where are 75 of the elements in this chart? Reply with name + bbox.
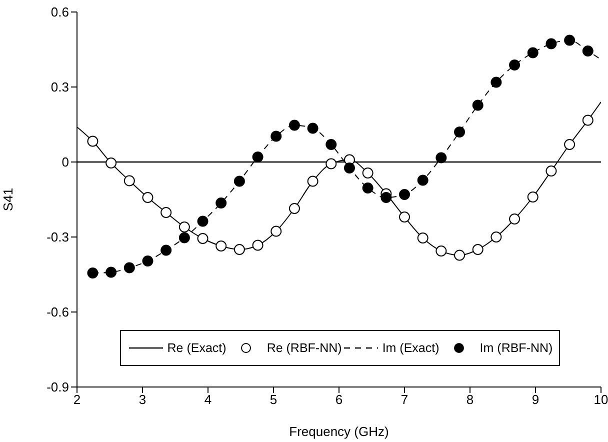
x-tick-label: 7 bbox=[400, 392, 408, 408]
point bbox=[564, 139, 576, 150]
point bbox=[454, 126, 466, 138]
point bbox=[160, 207, 172, 218]
point bbox=[178, 222, 190, 232]
y-tick-label: -0.6 bbox=[46, 304, 69, 320]
y-tick-label: 0 bbox=[62, 154, 69, 170]
y-tick-label: -0.9 bbox=[46, 380, 69, 395]
point bbox=[106, 266, 117, 278]
point bbox=[87, 268, 98, 278]
point bbox=[380, 192, 392, 203]
point bbox=[454, 250, 466, 261]
point bbox=[216, 240, 227, 252]
x-axis-title: Frequency (GHz) bbox=[289, 424, 389, 439]
point bbox=[307, 176, 318, 187]
x-tick-label: 9 bbox=[532, 392, 540, 408]
x-tick-label: 8 bbox=[466, 392, 474, 408]
point bbox=[87, 136, 98, 147]
point bbox=[216, 198, 227, 208]
point bbox=[417, 174, 428, 186]
point bbox=[252, 240, 264, 251]
x-tick-label: 10 bbox=[594, 392, 608, 408]
point bbox=[436, 152, 447, 164]
point bbox=[472, 100, 484, 111]
point bbox=[472, 244, 484, 255]
point bbox=[288, 203, 300, 214]
legend-label: Re (RBF-NN) bbox=[266, 341, 342, 355]
point bbox=[546, 38, 557, 50]
point bbox=[178, 232, 190, 244]
point bbox=[436, 246, 447, 256]
x-tick-label: 2 bbox=[73, 392, 81, 408]
point bbox=[234, 244, 245, 255]
y-tick-label: 0.3 bbox=[50, 80, 69, 95]
point bbox=[124, 175, 135, 186]
point bbox=[160, 244, 172, 256]
point bbox=[344, 162, 355, 174]
point bbox=[490, 76, 502, 88]
x-tick-label: 3 bbox=[138, 392, 146, 408]
point bbox=[124, 262, 135, 274]
point bbox=[490, 232, 502, 242]
legend-label: Im (Exact) bbox=[382, 341, 440, 355]
point bbox=[362, 168, 374, 178]
point bbox=[197, 216, 208, 227]
point bbox=[564, 34, 576, 46]
point bbox=[399, 212, 410, 222]
x-tick-label: 5 bbox=[270, 392, 278, 408]
point bbox=[527, 47, 538, 58]
point bbox=[326, 139, 337, 150]
point bbox=[399, 189, 410, 200]
point bbox=[252, 152, 264, 162]
y-axis-title: S41 bbox=[0, 188, 16, 212]
y-tick-label: -0.3 bbox=[46, 230, 69, 245]
point bbox=[106, 158, 117, 168]
point bbox=[142, 192, 154, 203]
point bbox=[307, 122, 318, 134]
point bbox=[142, 256, 154, 266]
point bbox=[288, 120, 300, 131]
point bbox=[326, 158, 337, 170]
point bbox=[582, 114, 594, 126]
point bbox=[509, 214, 520, 224]
legend-label: Im (RBF-NN) bbox=[480, 341, 553, 355]
point bbox=[197, 233, 208, 244]
point bbox=[546, 166, 557, 176]
point bbox=[362, 182, 374, 194]
x-tick-label: 4 bbox=[204, 392, 212, 408]
legend-label: Re (Exact) bbox=[167, 341, 226, 355]
x-tick-label: 6 bbox=[335, 392, 343, 408]
point bbox=[417, 232, 428, 244]
point bbox=[270, 130, 282, 142]
point bbox=[270, 226, 282, 237]
point bbox=[509, 60, 520, 70]
point bbox=[527, 192, 538, 202]
point bbox=[582, 46, 594, 56]
point bbox=[234, 176, 245, 187]
y-tick-label: 0.6 bbox=[50, 4, 69, 20]
